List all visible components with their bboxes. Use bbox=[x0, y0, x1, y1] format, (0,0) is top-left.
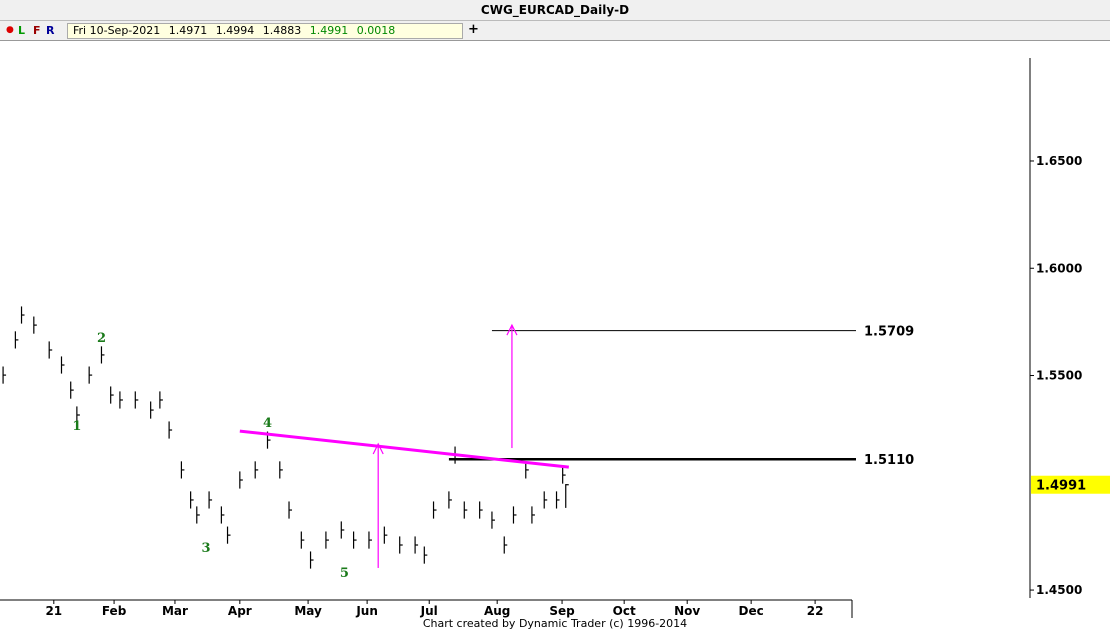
wave-label: 1 bbox=[72, 419, 81, 434]
x-tick-label: Dec bbox=[739, 604, 764, 618]
x-tick-label: Jul bbox=[420, 604, 438, 618]
toolbar-button[interactable]: R bbox=[46, 24, 55, 37]
x-tick-label: May bbox=[294, 604, 322, 618]
window-title: CWG_EURCAD_Daily-D bbox=[0, 0, 1110, 21]
bar-high: 1.4994 bbox=[215, 24, 255, 37]
last-price-label: 1.4991 bbox=[1036, 479, 1086, 494]
bar-date: Fri 10-Sep-2021 bbox=[73, 24, 161, 37]
footer: Chart created by Dynamic Trader (c) 1996… bbox=[422, 617, 688, 630]
wave-label: 2 bbox=[97, 331, 106, 346]
x-tick-label: Jun bbox=[355, 604, 378, 618]
status-dot: ● bbox=[6, 25, 14, 35]
x-tick-label: Aug bbox=[484, 604, 510, 618]
wave-label: 3 bbox=[201, 541, 210, 556]
y-tick-label: 1.6000 bbox=[1036, 261, 1082, 275]
x-tick-label: Apr bbox=[228, 604, 252, 618]
x-tick-label: Oct bbox=[613, 604, 636, 618]
x-tick-label: Mar bbox=[162, 604, 188, 618]
bar-change: 0.0018 bbox=[356, 24, 396, 37]
toolbar-button[interactable]: F bbox=[33, 24, 41, 37]
bar-open: 1.4971 bbox=[168, 24, 208, 37]
arrow-head bbox=[506, 323, 518, 336]
add-button[interactable]: + bbox=[468, 22, 479, 37]
trendline bbox=[239, 429, 569, 469]
level-label: 1.5110 bbox=[864, 453, 914, 468]
bar-close: 1.4991 bbox=[309, 24, 349, 37]
arrow-head bbox=[372, 442, 384, 455]
y-tick-label: 1.5500 bbox=[1036, 369, 1082, 383]
x-tick-label: 21 bbox=[45, 604, 62, 618]
last-price-box bbox=[1031, 475, 1110, 494]
x-tick-label: Sep bbox=[549, 604, 575, 618]
x-tick-label: 22 bbox=[807, 604, 824, 618]
toolbar-button[interactable]: L bbox=[18, 24, 26, 37]
bar-low: 1.4883 bbox=[262, 24, 302, 37]
x-tick-label: Feb bbox=[102, 604, 127, 618]
level-label: 1.5709 bbox=[864, 325, 914, 340]
y-tick-label: 1.4500 bbox=[1036, 583, 1082, 597]
toolbar: ● L F R Fri 10-Sep-2021 1.4971 1.4994 1.… bbox=[0, 21, 1110, 41]
x-tick-label: Nov bbox=[674, 604, 700, 618]
bar-info: Fri 10-Sep-2021 1.4971 1.4994 1.4883 1.4… bbox=[67, 23, 463, 39]
y-tick-label: 1.6500 bbox=[1036, 154, 1082, 168]
wave-label: 5 bbox=[340, 566, 349, 581]
wave-label: 4 bbox=[263, 416, 272, 431]
